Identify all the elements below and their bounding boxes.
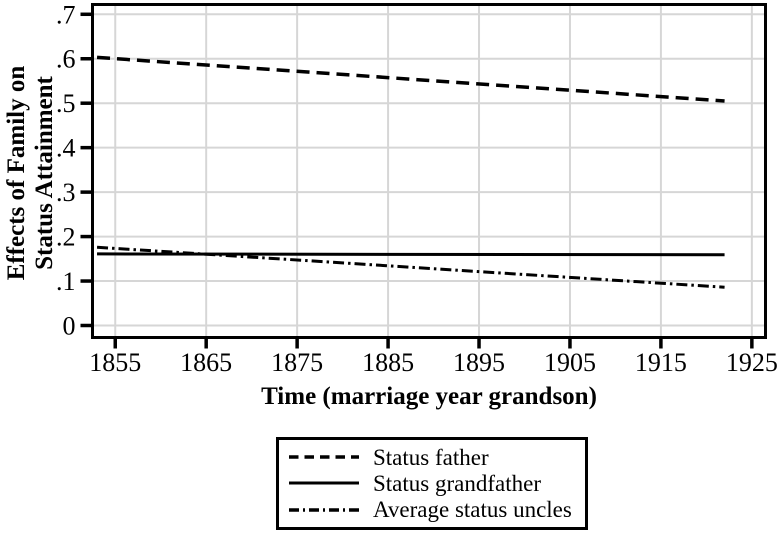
legend-item-average-status-uncles: Average status uncles xyxy=(288,497,579,522)
y-tick-label: .5 xyxy=(56,89,76,118)
x-tick-label: 1895 xyxy=(453,348,505,377)
series-line-status-father xyxy=(96,55,725,103)
x-tick-label: 1875 xyxy=(271,348,323,377)
series-line-average-status-uncles xyxy=(96,245,725,289)
legend-label: Status father xyxy=(373,444,489,470)
y-tick-label: .2 xyxy=(56,223,76,252)
legend-label: Average status uncles xyxy=(373,497,572,523)
legend: Status father Status grandfather Average… xyxy=(276,437,588,530)
x-tick-label: 1905 xyxy=(544,348,596,377)
dashdot-line-sample-icon xyxy=(289,508,359,512)
dashed-line-sample-icon xyxy=(289,455,359,459)
legend-item-status-grandfather: Status grandfather xyxy=(288,471,579,496)
x-tick-label: 1925 xyxy=(726,348,778,377)
series-line-status-grandfather xyxy=(97,252,725,257)
x-tick-label: 1855 xyxy=(89,348,141,377)
y-tick-label: .3 xyxy=(56,178,76,207)
x-tick-label: 1865 xyxy=(180,348,232,377)
solid-line-sample-icon xyxy=(289,481,359,485)
y-tick-label: .1 xyxy=(56,267,76,296)
legend-label: Status grandfather xyxy=(373,470,541,496)
y-tick-label: .4 xyxy=(56,134,76,163)
y-tick-label: .7 xyxy=(56,0,76,29)
y-tick-label: 0 xyxy=(63,311,76,340)
plot-border xyxy=(91,3,767,339)
x-tick-label: 1885 xyxy=(362,348,414,377)
x-axis-title: Time (marriage year grandson) xyxy=(261,383,597,410)
plot-area: 1855 1865 1875 1885 1895 1905 1915 1925 0 .1 .2 .3.… xyxy=(56,0,778,377)
legend-item-status-father: Status father xyxy=(288,445,579,470)
x-tick-label: 1915 xyxy=(635,348,687,377)
y-tick-label: .6 xyxy=(56,45,76,74)
